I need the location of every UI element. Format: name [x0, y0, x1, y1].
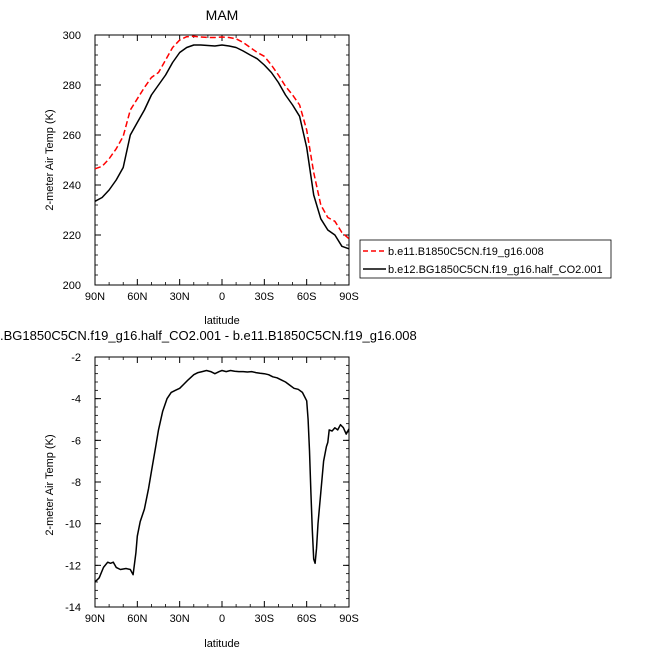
bottom-chart-x-tick-label: 90N: [85, 613, 105, 625]
top-chart-x-tick-label: 90S: [339, 291, 359, 303]
top-chart-y-tick-label: 280: [63, 80, 81, 92]
legend-label-series-1: b.e11.B1850C5CN.f19_g16.008: [388, 246, 544, 258]
bottom-chart-y-tick-label: -8: [71, 477, 81, 489]
top-chart-x-tick-label: 60S: [297, 291, 317, 303]
top-chart-x-tick-label: 30N: [170, 291, 190, 303]
bottom-chart: .BG1850C5CN.f19_g16.half_CO2.001 - b.e11…: [0, 328, 417, 650]
bottom-chart-y-axis-label: 2-meter Air Temp (K): [44, 434, 56, 535]
bottom-chart-y-tick-label: -6: [71, 435, 81, 447]
top-chart-y-tick-label: 220: [63, 230, 81, 242]
bottom-chart-y-tick-label: -10: [65, 519, 81, 531]
bottom-chart-title: .BG1850C5CN.f19_g16.half_CO2.001 - b.e11…: [0, 328, 417, 343]
bottom-chart-y-tick-label: -4: [71, 394, 81, 406]
top-chart-x-tick-label: 60N: [127, 291, 147, 303]
legend: b.e11.B1850C5CN.f19_g16.008 b.e12.BG1850…: [359, 239, 612, 279]
top-chart-x-tick-label: 90N: [85, 291, 105, 303]
bottom-chart-y-tick-label: -12: [65, 560, 81, 572]
bottom-chart-lines: [94, 369, 350, 583]
top-chart-y-tick-label: 260: [63, 130, 81, 142]
bottom-chart-x-tick-label: 60S: [297, 613, 317, 625]
bottom-chart-y-tick-label: -2: [71, 352, 81, 364]
top-chart-series-line-1: [94, 35, 350, 240]
top-chart: MAM 2-meter Air Temp (K) latitude 90N 60N…: [44, 7, 359, 327]
legend-box: [359, 239, 612, 279]
bottom-chart-x-axis-label: latitude: [204, 638, 239, 650]
bottom-chart-y-tick-label: -14: [65, 602, 81, 614]
bottom-chart-x-tick-label: 30N: [170, 613, 190, 625]
top-chart-x-tick-label: 30S: [255, 291, 275, 303]
bottom-chart-x-tick-label: 60N: [127, 613, 147, 625]
top-chart-y-tick-label: 200: [63, 280, 81, 292]
top-chart-y-tick-label: 300: [63, 30, 81, 42]
bottom-chart-x-tick-label: 30S: [255, 613, 275, 625]
legend-label-series-2: b.e12.BG1850C5CN.f19_g16.half_CO2.001: [388, 264, 603, 276]
top-chart-x-tick-label: 0: [219, 291, 225, 303]
top-chart-y-axis-label: 2-meter Air Temp (K): [44, 109, 56, 210]
top-chart-x-axis-label: latitude: [204, 315, 239, 327]
top-chart-title: MAM: [206, 7, 239, 23]
bottom-chart-series-line-1: [94, 369, 350, 583]
top-chart-y-tick-label: 240: [63, 180, 81, 192]
bottom-chart-axes: 90N 60N 30N 0 30S 60S 90S -14 -12 -10 -8 -6 -4 -2: [65, 352, 359, 625]
bottom-chart-x-tick-label: 90S: [339, 613, 359, 625]
top-chart-series-line-2: [94, 44, 350, 250]
top-chart-axes: 90N 60N 30N 0 30S 60S 90S 200 220 240 260 280 300: [63, 30, 359, 303]
bottom-chart-x-tick-label: 0: [219, 613, 225, 625]
top-chart-lines: [94, 35, 350, 250]
